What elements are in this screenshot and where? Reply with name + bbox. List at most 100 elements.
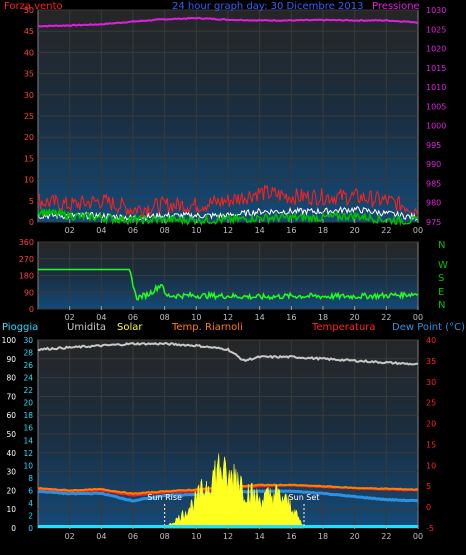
humidity-ytick-label: 80 <box>6 374 16 383</box>
compass-label-w: W <box>438 260 448 271</box>
sun-set-label: Sun Set <box>289 493 320 502</box>
solar-ytick-label: 28 <box>23 349 33 358</box>
wind-xtick-label: 22 <box>381 226 391 235</box>
pressure-label: Pressione <box>372 1 420 12</box>
pressure-ytick-label: 990 <box>426 160 441 169</box>
solar-ytick-label: 16 <box>23 424 33 433</box>
solar-ytick-label: 20 <box>23 399 33 408</box>
wind-xtick-label: 02 <box>65 226 75 235</box>
pressure-line <box>37 16 418 28</box>
wind-xtick-label: 12 <box>223 226 233 235</box>
temp-xtick-label: 18 <box>318 532 328 541</box>
direction-ytick-label: 0 <box>29 305 34 314</box>
solar-ytick-label: 24 <box>23 374 33 383</box>
humidity-ytick-label: 60 <box>6 411 16 420</box>
temp-ytick-label: 0 <box>426 503 431 512</box>
humidity-ytick-label: 90 <box>6 355 16 364</box>
wind-ytick-label: 35 <box>24 70 34 79</box>
wind-ytick-label: 10 <box>24 176 34 185</box>
temp-xtick-label: 20 <box>350 532 360 541</box>
wind-ytick-label: 20 <box>24 133 34 142</box>
direction-ytick-label: 90 <box>24 288 34 297</box>
solar-ytick-label: 10 <box>23 461 33 470</box>
temp-xtick-label: 08 <box>160 532 170 541</box>
temp-ytick-label: 40 <box>426 336 436 345</box>
humidity-ytick-label: 30 <box>6 468 16 477</box>
direction-xtick-label: 10 <box>191 313 201 322</box>
wind-ytick-label: 30 <box>24 91 34 100</box>
solar-ytick-label: 2 <box>28 511 33 520</box>
temp-xtick-label: 10 <box>191 532 201 541</box>
wind-ytick-label: 0 <box>29 218 34 227</box>
legend-temperature: Temperatura <box>311 322 376 333</box>
chart-title: 24 hour graph day: 30 Dicembre 2013 <box>172 1 363 12</box>
sun-rise-label: Sun Rise <box>147 493 182 502</box>
wind-xtick-label: 08 <box>160 226 170 235</box>
humidity-ytick-label: 50 <box>6 430 16 439</box>
wind-speed-line <box>37 184 419 218</box>
solar-ytick-label: 22 <box>23 386 33 395</box>
direction-xtick-label: 14 <box>255 313 265 322</box>
direction-xtick-label: 22 <box>381 313 391 322</box>
wind-xtick-label: 18 <box>318 226 328 235</box>
temp-ytick-label: 10 <box>426 461 436 470</box>
wind-xtick-label: 10 <box>191 226 201 235</box>
solar-ytick-label: 4 <box>28 499 33 508</box>
direction-xtick-label: 02 <box>65 313 75 322</box>
legend-rain: Pioggia <box>2 322 38 333</box>
wind-ytick-label: 15 <box>24 154 34 163</box>
temp-ytick-label: 20 <box>426 420 436 429</box>
direction-xtick-label: 18 <box>318 313 328 322</box>
legend-solar: Solar <box>117 322 143 333</box>
solar-area <box>163 453 305 529</box>
humidity-ytick-label: 40 <box>6 449 16 458</box>
wind-speed-label: Forza vento <box>4 1 63 12</box>
temp-ytick-label: 35 <box>426 357 436 366</box>
pressure-ytick-label: 1025 <box>426 25 446 34</box>
solar-ytick-label: 26 <box>23 361 33 370</box>
pressure-ytick-label: 1030 <box>426 6 446 15</box>
wind-xtick-label: 16 <box>286 226 296 235</box>
direction-ytick-label: 180 <box>19 272 34 281</box>
direction-ytick-label: 360 <box>19 238 34 247</box>
wind-direction-line <box>38 268 419 301</box>
temp-xtick-label: 04 <box>96 532 106 541</box>
direction-ytick-label: 270 <box>19 255 34 264</box>
wind-ytick-label: 5 <box>29 197 34 206</box>
wind-xtick-label: 14 <box>255 226 265 235</box>
wind-ytick-label: 40 <box>24 48 34 57</box>
solar-ytick-label: 14 <box>23 436 33 445</box>
temp-xtick-label: 00 <box>413 532 423 541</box>
pressure-ytick-label: 1005 <box>426 102 446 111</box>
pressure-ytick-label: 975 <box>426 218 441 227</box>
wind-xtick-label: 20 <box>350 226 360 235</box>
solar-ytick-label: 8 <box>28 474 33 483</box>
direction-xtick-label: 06 <box>128 313 138 322</box>
wind-ytick-label: 50 <box>24 6 34 15</box>
humidity-ytick-label: 20 <box>6 486 16 495</box>
temp-xtick-label: 06 <box>128 532 138 541</box>
wind-xtick-label: 04 <box>96 226 106 235</box>
temp-xtick-label: 22 <box>381 532 391 541</box>
humidity-ytick-label: 0 <box>11 524 16 533</box>
pressure-ytick-label: 1020 <box>426 45 446 54</box>
solar-ytick-label: 18 <box>23 411 33 420</box>
wind-ytick-label: 45 <box>24 27 34 36</box>
direction-xtick-label: 16 <box>286 313 296 322</box>
temp-xtick-label: 12 <box>223 532 233 541</box>
legend-temp-riarnoli: Temp. Riarnoli <box>171 322 243 333</box>
direction-xtick-label: 20 <box>350 313 360 322</box>
temp-ytick-label: 25 <box>426 399 436 408</box>
compass-label-e: E <box>438 287 444 298</box>
wind-xtick-label: 06 <box>128 226 138 235</box>
temp-ytick-label: 15 <box>426 440 436 449</box>
direction-xtick-label: 08 <box>160 313 170 322</box>
wind-avg-line <box>37 207 419 227</box>
solar-ytick-label: 0 <box>28 524 33 533</box>
solar-ytick-label: 6 <box>28 486 33 495</box>
temp-xtick-label: 16 <box>286 532 296 541</box>
temp-ytick-label: 30 <box>426 378 436 387</box>
humidity-ytick-label: 100 <box>2 336 17 345</box>
compass-label-s: S <box>438 273 444 284</box>
